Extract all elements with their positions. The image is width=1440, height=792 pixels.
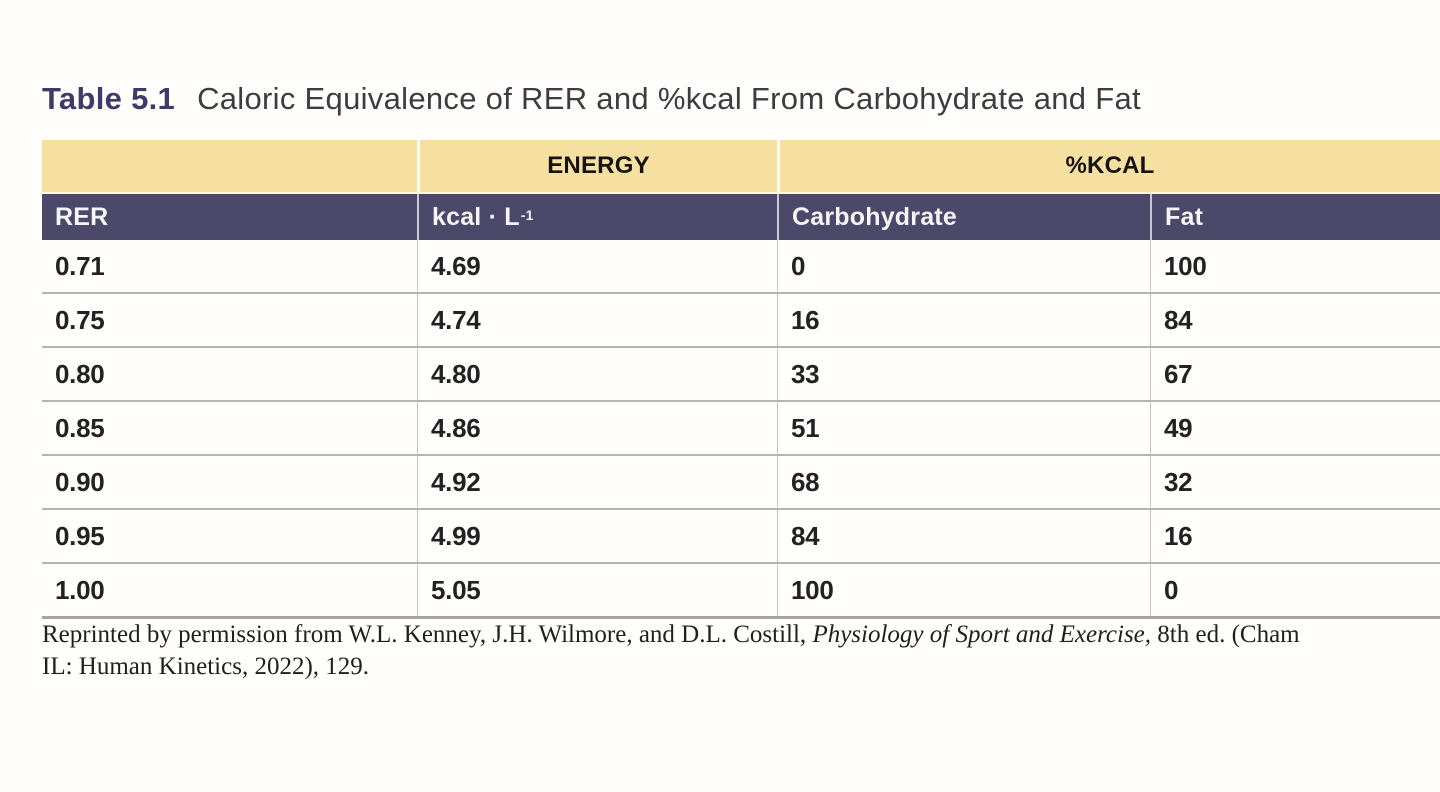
- cell-fat: 0: [1150, 564, 1440, 616]
- cell-kcal-per-liter: 4.92: [417, 456, 777, 508]
- table-row: 0.71 4.69 0 100: [42, 240, 1440, 294]
- source-note: Reprinted by permission from W.L. Kenney…: [42, 619, 1440, 683]
- column-header-carbohydrate: Carbohydrate: [777, 194, 1150, 240]
- cell-rer: 0.80: [55, 358, 105, 389]
- table-row: 0.90 4.92 68 32: [42, 456, 1440, 510]
- source-note-line-2: IL: Human Kinetics, 2022), 129.: [42, 653, 370, 680]
- cell-kcal-per-liter: 4.99: [417, 510, 777, 562]
- column-header-row: RER kcal · L -1 Carbohydrate Fat: [42, 194, 1440, 240]
- source-note-prefix: Reprinted by permission from W.L. Kenney…: [42, 621, 813, 648]
- table-row: 0.80 4.80 33 67: [42, 348, 1440, 402]
- table-title: Table 5.1 Caloric Equivalence of RER and …: [42, 80, 1440, 118]
- column-header-fat: Fat: [1150, 194, 1440, 240]
- cell-carbohydrate: 0: [777, 240, 1150, 292]
- caloric-equivalence-table: ENERGY %KCAL RER kcal · L -1 Carbohydrate…: [42, 140, 1440, 619]
- cell-fat: 84: [1150, 294, 1440, 346]
- table-number-label: Table 5.1: [42, 81, 176, 116]
- source-note-suffix: 8th ed. (Cham: [1151, 621, 1300, 648]
- cell-fat: 67: [1150, 348, 1440, 400]
- group-header-blank-cell: [42, 140, 417, 192]
- cell-kcal-per-liter: 5.05: [417, 564, 777, 616]
- cell-kcal-per-liter: 4.69: [417, 240, 777, 292]
- cell-fat: 32: [1150, 456, 1440, 508]
- cell-rer: 1.00: [55, 574, 105, 605]
- source-note-line-1: Reprinted by permission from W.L. Kenney…: [42, 619, 1440, 651]
- table-row: 0.95 4.99 84 16: [42, 510, 1440, 564]
- cell-carbohydrate: 68: [777, 456, 1150, 508]
- group-header-energy: ENERGY: [417, 140, 777, 192]
- kcal-unit-base: kcal · L: [432, 202, 520, 231]
- table-row: 0.85 4.86 51 49: [42, 402, 1440, 456]
- cell-rer: 0.90: [55, 466, 105, 497]
- cell-kcal-per-liter: 4.74: [417, 294, 777, 346]
- cell-fat: 100: [1150, 240, 1440, 292]
- cell-carbohydrate: 84: [777, 510, 1150, 562]
- cell-rer: 0.95: [55, 520, 105, 551]
- cell-carbohydrate: 16: [777, 294, 1150, 346]
- cell-carbohydrate: 100: [777, 564, 1150, 616]
- source-book-title: Physiology of Sport and Exercise,: [812, 621, 1152, 648]
- cell-kcal-per-liter: 4.80: [417, 348, 777, 400]
- group-header-pct-kcal: %KCAL: [777, 140, 1440, 192]
- cell-carbohydrate: 51: [777, 402, 1150, 454]
- cell-carbohydrate: 33: [777, 348, 1150, 400]
- column-header-rer: RER: [55, 202, 109, 231]
- cell-fat: 49: [1150, 402, 1440, 454]
- cell-kcal-per-liter: 4.86: [417, 402, 777, 454]
- cell-fat: 16: [1150, 510, 1440, 562]
- cell-rer: 0.85: [55, 412, 105, 443]
- group-header-row: ENERGY %KCAL: [42, 140, 1440, 194]
- table-row: 0.75 4.74 16 84: [42, 294, 1440, 348]
- cell-rer: 0.75: [55, 304, 105, 335]
- table-row: 1.00 5.05 100 0: [42, 564, 1440, 619]
- table-title-text: Caloric Equivalence of RER and %kcal Fro…: [197, 81, 1141, 116]
- column-header-kcal-per-liter: kcal · L -1: [417, 194, 777, 240]
- cell-rer: 0.71: [55, 250, 105, 281]
